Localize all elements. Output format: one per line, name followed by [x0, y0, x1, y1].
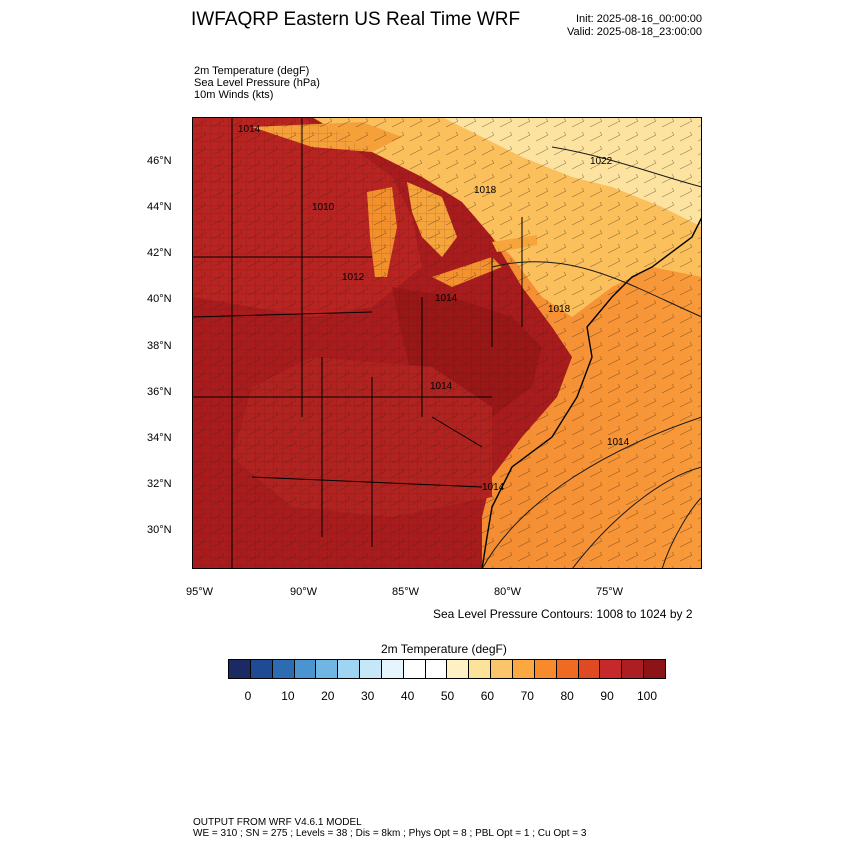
colorbar-swatch: [578, 660, 601, 678]
colorbar-tick-label: 20: [321, 689, 335, 703]
lon-label: 80°W: [494, 586, 522, 598]
field-pressure: Sea Level Pressure (hPa): [194, 77, 320, 89]
colorbar-tick-label: 0: [244, 689, 252, 703]
colorbar-swatch: [469, 660, 492, 678]
colorbar: [228, 659, 666, 679]
lat-label: 30°N: [147, 524, 172, 536]
weather-map: 1014 1010 1018 1022 1012 1014 1018 1014 …: [191, 117, 703, 570]
lat-label: 44°N: [147, 201, 172, 213]
colorbar-swatch: [425, 660, 448, 678]
colorbar-tick-label: 10: [281, 689, 295, 703]
map-title: IWFAQRP Eastern US Real Time WRF: [191, 9, 521, 30]
lat-label: 36°N: [147, 386, 172, 398]
colorbar-tick-label: 40: [400, 689, 415, 703]
colorbar-swatch: [338, 660, 361, 678]
lat-label: 42°N: [147, 247, 172, 259]
lat-label: 32°N: [147, 478, 172, 490]
colorbar-swatch: [316, 660, 339, 678]
colorbar-tick-label: 80: [560, 689, 574, 703]
colorbar-tick-label: 60: [480, 689, 495, 703]
pressure-label: 1014: [238, 124, 261, 135]
pressure-label: 1018: [474, 185, 497, 196]
colorbar-swatch: [403, 660, 426, 678]
colorbar-tick-label: 90: [600, 689, 614, 703]
valid-time: Valid: 2025-08-18_23:00:00: [567, 26, 702, 38]
pressure-label: 1010: [312, 202, 335, 213]
map-canvas: 1014 1010 1018 1022 1012 1014 1018 1014 …: [191, 117, 703, 570]
colorbar-swatch: [272, 660, 295, 678]
pressure-label: 1014: [430, 381, 453, 392]
colorbar-swatch: [250, 660, 273, 678]
model-footer: OUTPUT FROM WRF V4.6.1 MODEL WE = 310 ; …: [193, 817, 586, 839]
contour-note: Sea Level Pressure Contours: 1008 to 102…: [433, 607, 693, 621]
lon-label: 85°W: [392, 586, 420, 598]
colorbar-swatch: [491, 660, 513, 678]
colorbar-tick-label: 30: [361, 689, 375, 703]
colorbar-swatch: [447, 660, 470, 678]
footer-model: OUTPUT FROM WRF V4.6.1 MODEL: [193, 817, 362, 828]
footer-settings: WE = 310 ; SN = 275 ; Levels = 38 ; Dis …: [193, 828, 587, 839]
lat-label: 38°N: [147, 340, 172, 352]
wind-barbs: [192, 117, 702, 569]
pressure-label: 1018: [548, 304, 571, 315]
lon-label: 90°W: [290, 586, 318, 598]
field-winds: 10m Winds (kts): [194, 89, 274, 101]
lon-label: 75°W: [596, 586, 624, 598]
init-time: Init: 2025-08-16_00:00:00: [576, 13, 702, 25]
lat-label: 46°N: [147, 155, 172, 167]
colorbar-title: 2m Temperature (degF): [381, 642, 507, 656]
colorbar-swatch: [534, 660, 557, 678]
lat-label: 40°N: [147, 293, 172, 305]
colorbar-swatch: [644, 660, 665, 678]
colorbar-swatch: [294, 660, 317, 678]
run-times: Init: 2025-08-16_00:00:00 Valid: 2025-08…: [567, 13, 702, 39]
pressure-label: 1012: [342, 272, 365, 283]
colorbar-swatch: [622, 660, 645, 678]
colorbar-swatch: [381, 660, 404, 678]
lat-label: 34°N: [147, 432, 172, 444]
pressure-contours: [481, 146, 703, 570]
colorbar-swatch: [556, 660, 579, 678]
state-boundaries: [191, 117, 523, 569]
coastline: [481, 216, 703, 570]
colorbar-swatch: [600, 660, 623, 678]
colorbar-tick-label: 50: [440, 689, 455, 703]
field-temperature: 2m Temperature (degF): [194, 65, 310, 77]
colorbar-swatch: [229, 660, 251, 678]
lon-label: 95°W: [186, 586, 214, 598]
colorbar-swatch: [512, 660, 535, 678]
pressure-label: 1022: [590, 156, 613, 167]
colorbar-swatch: [360, 660, 382, 678]
colorbar-tick-label: 100: [636, 689, 658, 703]
pressure-label: 1014: [435, 293, 458, 304]
pressure-label: 1014: [607, 437, 630, 448]
colorbar-tick-label: 70: [520, 689, 534, 703]
field-list: 2m Temperature (degF) Sea Level Pressure…: [194, 65, 320, 101]
pressure-label: 1014: [482, 482, 505, 493]
